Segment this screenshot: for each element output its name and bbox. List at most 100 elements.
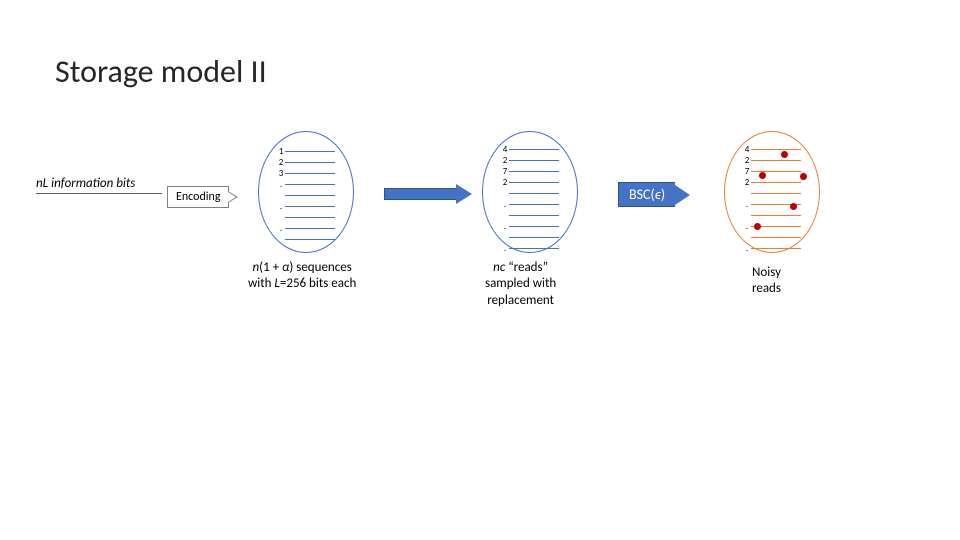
sequence-row: 2 [501,177,559,188]
sequence-row: 7 [501,166,559,177]
ellipse-3-caption: Noisyreads [752,265,781,298]
arrow-sample [384,184,472,204]
ellipse-2-sequences: 4 2 7 2... [501,144,559,254]
sequence-index: 2 [501,156,509,165]
sequence-line [509,204,559,205]
sequence-index: . [277,202,285,211]
sequence-row: . [277,223,335,234]
sequence-row [743,210,801,221]
slide-title: Storage model II [55,52,267,91]
sequence-row [743,188,801,199]
sequence-line [509,182,559,183]
bsc-block: BSC(ϵ) [618,182,690,207]
sequence-line [285,239,335,240]
ellipse-3-sequences: 4 2 7 2... [743,144,801,254]
sequence-index: 2 [743,178,751,187]
ellipse-1-shape: 1 2 3... [258,131,354,253]
sequence-row [501,210,559,221]
sequence-index: 4 [501,145,509,154]
sequence-row: 7 [743,166,801,177]
sequence-index: . [277,180,285,189]
info-bits-label: nL information bits [36,176,162,194]
sequence-index: . [743,200,751,209]
sequence-index: . [501,200,509,209]
bsc-label-box: BSC(ϵ) [618,182,675,207]
sequence-row [501,232,559,243]
sequence-line [509,193,559,194]
sequence-index: 2 [277,158,285,167]
sequence-line [509,215,559,216]
sequence-index: 1 [277,147,285,156]
bsc-label-prefix: BSC( [629,186,655,203]
sequence-row [277,234,335,245]
sequences-ellipse-3: 4 2 7 2... [724,131,820,253]
sequence-line [751,160,801,161]
sequence-row: . [743,243,801,254]
sequence-line [751,171,801,172]
sequence-line [509,226,559,227]
ellipse-1-caption: n(1 + α) sequenceswith L=256 bits each [248,260,356,293]
encoding-block: Encoding [167,186,238,208]
sequence-index: . [743,244,751,253]
noise-dot [790,203,797,210]
bsc-arrow-head [675,185,690,205]
noise-dot [754,223,761,230]
sequence-row: . [501,221,559,232]
sequence-row: . [501,243,559,254]
sequence-line [509,171,559,172]
sequence-row: 1 [277,146,335,157]
noise-dot [759,172,766,179]
ellipse-2-shape: 4 2 7 2... [482,131,578,253]
sequence-line [285,184,335,185]
sequence-line [509,160,559,161]
sequence-index: 4 [743,145,751,154]
encoding-arrow-tip [228,191,238,203]
sequence-line [285,206,335,207]
ellipse-1-sequences: 1 2 3... [277,146,335,245]
sequence-line [285,151,335,152]
sequence-row [277,212,335,223]
sequence-line [285,195,335,196]
sequence-row [277,190,335,201]
sequence-line [751,215,801,216]
sequence-index: 2 [743,156,751,165]
info-bits-text: nL information bits [36,176,135,191]
sequence-line [509,237,559,238]
sequence-row: 2 [501,155,559,166]
ellipse-3-shape: 4 2 7 2... [724,131,820,253]
noise-dot [800,173,807,180]
arrow-sample-shaft [384,188,456,200]
sequence-index: 2 [501,178,509,187]
sequence-index: 7 [743,167,751,176]
sequence-line [509,248,559,249]
sequence-row: . [277,179,335,190]
sequence-line [285,173,335,174]
sequence-row [743,232,801,243]
sequence-line [285,228,335,229]
sequence-line [751,237,801,238]
sequence-row: 2 [743,177,801,188]
encoding-label: Encoding [167,186,229,208]
sequence-row: 2 [743,155,801,166]
sequences-ellipse-1: 1 2 3... [258,131,354,253]
sequence-line [285,217,335,218]
sequence-line [285,162,335,163]
sequence-line [751,149,801,150]
sequence-row: 4 [501,144,559,155]
sequence-line [751,248,801,249]
sequence-row: 4 [743,144,801,155]
sequence-index: . [743,222,751,231]
ellipse-2-caption: nc “reads”sampled withreplacement [485,260,556,309]
sequence-index: . [501,244,509,253]
sequence-line [509,149,559,150]
sequence-index: . [501,222,509,231]
sequence-row: . [501,199,559,210]
bsc-label-suffix: ) [661,186,665,203]
sequence-index: 3 [277,169,285,178]
arrow-sample-head [456,184,472,204]
sequence-row [501,188,559,199]
sequence-index: 7 [501,167,509,176]
info-bits-underline [36,193,162,194]
sequence-row: . [277,201,335,212]
sequence-index: . [277,224,285,233]
